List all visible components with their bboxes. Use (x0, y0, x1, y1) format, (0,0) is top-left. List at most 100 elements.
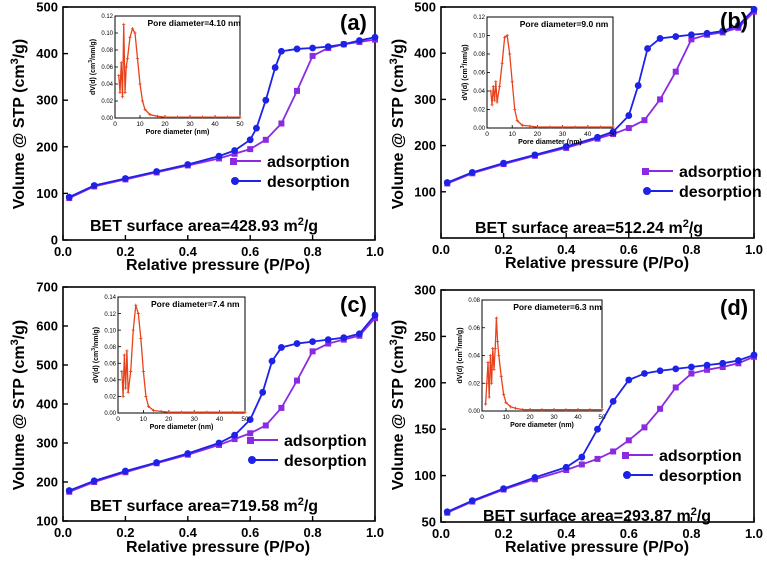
inset-x-tick-label: 40 (216, 416, 224, 423)
pore-distribution-point (487, 395, 491, 399)
x-tick-label: 0.4 (557, 242, 576, 257)
x-tick-label: 0.0 (54, 244, 72, 259)
x-tick-label: 0.8 (304, 525, 322, 540)
y-tick-label: 200 (414, 375, 436, 390)
pore-diameter-annotation: Pore diameter=6.3 nm (513, 302, 602, 312)
inset-y-axis-title: dV(d) (cm3/nm/g) (91, 327, 100, 383)
inset-x-tick-label: 20 (161, 121, 169, 128)
pore-distribution-point (192, 410, 196, 414)
bet-surface-area: BET surface area=293.87 m2/g (483, 506, 711, 525)
pore-distribution-point (588, 408, 592, 412)
pore-distribution-point (505, 33, 509, 38)
data-point-adsorption (704, 366, 711, 373)
legend-label-adsorption: adsorption (284, 433, 367, 450)
inset-frame (486, 16, 614, 129)
y-tick-label: 300 (414, 92, 436, 107)
inset-y-tick-label: 0.08 (104, 345, 116, 351)
data-point-desorption (672, 33, 680, 40)
legend-marker-adsorption (230, 158, 237, 165)
inset-y-tick-label: 0.02 (101, 99, 113, 105)
data-point-desorption (278, 344, 285, 351)
data-point-desorption (656, 35, 664, 42)
data-point-desorption (268, 357, 276, 365)
pore-distribution-point (497, 353, 501, 358)
x-tick-label: 0.4 (179, 244, 198, 259)
inset-x-axis-title: Pore diameter (nm) (150, 424, 214, 431)
pore-distribution-point (218, 410, 222, 414)
legend-marker-adsorption (247, 437, 254, 444)
data-point-desorption (278, 47, 285, 55)
legend-label-adsorption: adsorption (267, 154, 350, 171)
x-tick-label: 0.4 (179, 525, 198, 540)
inset-y-tick-label: 0.08 (468, 298, 480, 304)
pore-distribution-point (124, 65, 128, 69)
pore-distribution-point (510, 80, 514, 84)
y-axis-title: Volume @ STP (cm3/g) (388, 320, 407, 491)
legend-marker-desorption (623, 471, 631, 479)
data-point-desorption (562, 143, 570, 150)
pore-distribution-inset: 0 10 20 30 40 50 0.00 0.02 0.04 0.06 0.08 0.10 0.12 P… (88, 14, 244, 136)
data-point-desorption (594, 133, 601, 141)
data-point-desorption (253, 124, 260, 132)
pore-distribution-line (118, 24, 240, 118)
data-point-desorption (122, 175, 129, 182)
inset-x-tick-label: 40 (584, 131, 592, 138)
panel-0: 0.0 0.2 0.4 0.6 0.8 1.00100200300400500Relati… (9, 0, 384, 274)
pore-distribution-point (123, 90, 127, 95)
x-axis-title: Relative pressure (P/Po) (126, 257, 310, 274)
inset-x-tick-label: 50 (236, 121, 244, 128)
data-point-desorption (356, 330, 363, 338)
pore-distribution-inset: 0 10 20 30 40 50 0.00 0.02 0.04 0.06 0.08 Pore diam… (455, 298, 606, 429)
inset-y-tick-label: 0.04 (468, 354, 480, 360)
inset-y-tick-label: 0.00 (101, 116, 113, 122)
inset-x-tick-label: 40 (211, 121, 219, 128)
inset-y-tick-label: 0.10 (101, 31, 113, 37)
pore-distribution-point (600, 408, 604, 412)
pore-distribution-point (125, 349, 129, 353)
pore-distribution-point (213, 115, 217, 119)
pore-distribution-point (576, 408, 580, 412)
data-point-desorption (90, 477, 98, 485)
pore-distribution-point (489, 89, 493, 93)
pore-distribution-point (139, 336, 143, 341)
data-point-desorption (324, 43, 332, 51)
pore-distribution-point (499, 374, 503, 378)
x-axis-title: Relative pressure (P/Po) (505, 255, 689, 272)
inset-x-tick-label: 30 (559, 131, 567, 138)
inset-y-tick-label: 0.06 (468, 326, 480, 332)
x-tick-label: 0.6 (241, 525, 259, 540)
data-point-desorption (443, 508, 451, 516)
data-point-desorption (500, 485, 507, 492)
data-point-desorption (531, 474, 539, 481)
data-point-adsorption (278, 120, 285, 127)
y-tick-label: 500 (36, 358, 58, 373)
data-point-desorption (703, 29, 711, 37)
data-point-desorption (625, 376, 633, 384)
pore-distribution-point (238, 115, 242, 119)
y-tick-label: 400 (36, 397, 58, 412)
pore-distribution-point (144, 394, 148, 399)
inset-x-tick-label: 0 (113, 121, 117, 128)
data-point-desorption (656, 367, 664, 375)
pore-distribution-point (175, 115, 180, 119)
y-tick-label: 400 (36, 46, 58, 61)
data-point-desorption (750, 5, 758, 13)
pore-distribution-point (128, 35, 132, 39)
pore-distribution-point (500, 61, 504, 65)
pore-distribution-point (124, 386, 128, 390)
y-axis-title: Volume @ STP (cm3/g) (9, 39, 28, 210)
pore-distribution-point (140, 99, 145, 103)
data-point-desorption (215, 152, 223, 160)
pore-distribution-point (484, 402, 488, 406)
data-point-desorption (231, 147, 239, 154)
plot-frame (62, 6, 376, 241)
inset-x-tick-label: 20 (165, 416, 173, 423)
pore-distribution-point (561, 125, 565, 129)
inset-y-tick-label: 0.06 (473, 71, 485, 77)
legend-marker-adsorption (622, 452, 629, 459)
x-tick-label: 1.0 (366, 525, 384, 540)
inset-y-tick-label: 0.04 (104, 378, 116, 384)
panel-label: (c) (340, 292, 367, 317)
pore-distribution-point (540, 408, 544, 412)
data-point-adsorption (594, 455, 601, 462)
